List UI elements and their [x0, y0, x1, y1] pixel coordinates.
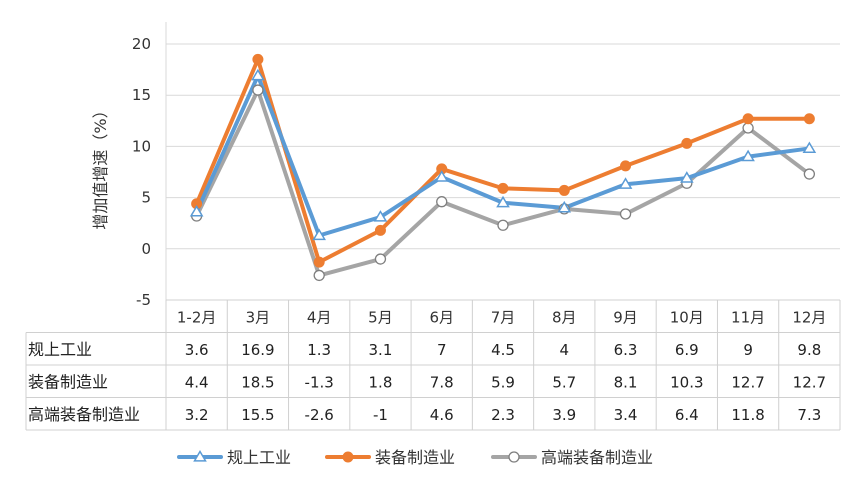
legend-label: 装备制造业 — [375, 448, 455, 467]
data-label: 4 — [559, 341, 569, 359]
data-point — [742, 113, 754, 125]
data-label: 15.5 — [241, 406, 274, 424]
data-label: 5.9 — [491, 373, 515, 391]
data-point — [803, 113, 815, 125]
category-label: 3月 — [246, 308, 271, 326]
category-label: 5月 — [368, 308, 393, 326]
data-label: 3.4 — [614, 406, 638, 424]
y-tick-label: 10 — [132, 137, 151, 155]
data-label: 7 — [437, 341, 447, 359]
data-point — [434, 170, 449, 182]
data-point — [497, 182, 509, 194]
data-point — [558, 184, 570, 196]
series-lines — [189, 53, 817, 282]
data-point — [189, 204, 204, 217]
legend-marker — [342, 451, 354, 463]
y-tick-label: 5 — [141, 189, 151, 207]
data-point — [803, 168, 816, 180]
data-label: 18.5 — [241, 373, 274, 391]
category-label: 6月 — [429, 308, 454, 326]
data-point — [496, 195, 510, 208]
data-point — [436, 196, 448, 208]
data-label: -2.6 — [305, 406, 334, 424]
data-label: 10.3 — [670, 373, 703, 391]
category-label: 11月 — [731, 308, 765, 326]
data-label: 12.7 — [731, 373, 764, 391]
data-label: 1.3 — [307, 341, 331, 359]
data-label: 4.5 — [491, 341, 515, 359]
category-label: 9月 — [613, 308, 638, 326]
data-point — [313, 269, 325, 282]
data-label: 5.7 — [552, 373, 576, 391]
data-label: 16.9 — [241, 341, 274, 359]
data-label: 3.6 — [185, 341, 209, 359]
data-label: 11.8 — [731, 406, 764, 424]
legend-marker — [193, 450, 207, 462]
table-series-label: 高端装备制造业 — [28, 405, 140, 424]
data-point — [742, 122, 754, 134]
data-point — [557, 200, 572, 213]
data-label: 3.1 — [369, 341, 393, 359]
data-label: 1.8 — [369, 373, 393, 391]
data-point — [618, 177, 633, 189]
data-point — [373, 210, 388, 222]
data-point — [252, 84, 264, 96]
data-label: 6.3 — [614, 341, 638, 359]
category-label: 10月 — [670, 308, 704, 326]
data-label: 3.9 — [552, 406, 576, 424]
data-point — [681, 137, 693, 149]
data-point — [312, 228, 326, 241]
table-series-label: 规上工业 — [28, 340, 92, 359]
data-point — [497, 219, 509, 231]
y-axis-ticks: -5 0 5 10 15 20 — [132, 35, 151, 309]
data-point — [251, 68, 265, 81]
data-point — [680, 171, 694, 183]
data-point — [741, 149, 755, 162]
category-label: 4月 — [307, 308, 332, 326]
data-label: 7.8 — [430, 373, 454, 391]
y-tick-label: 0 — [141, 240, 151, 258]
category-label: 8月 — [552, 308, 577, 326]
data-label: 9.8 — [797, 341, 821, 359]
data-point — [374, 224, 386, 236]
data-point — [252, 53, 264, 65]
y-tick-label: 20 — [132, 35, 151, 53]
legend-label: 规上工业 — [227, 448, 291, 467]
category-label: 7月 — [491, 308, 516, 326]
data-point — [619, 208, 632, 220]
series-line — [194, 88, 812, 278]
data-label: 9 — [743, 341, 753, 359]
data-label: 4.6 — [430, 406, 454, 424]
category-label: 1-2月 — [177, 308, 217, 326]
data-label: 6.4 — [675, 406, 699, 424]
y-axis-label: 增加值增速（%） — [91, 102, 110, 229]
data-point — [802, 141, 817, 154]
data-label: 2.3 — [491, 406, 515, 424]
data-label: 4.4 — [185, 373, 209, 391]
data-label: -1.3 — [305, 373, 334, 391]
y-tick-label: -5 — [136, 291, 151, 309]
category-label: 12月 — [792, 308, 826, 326]
data-point — [374, 253, 387, 265]
data-point — [620, 160, 632, 172]
legend: 规上工业 装备制造业 高端装备制造业 — [177, 448, 653, 467]
data-point — [313, 256, 325, 268]
y-tick-label: 15 — [132, 86, 151, 104]
data-label: 6.9 — [675, 341, 699, 359]
table-series-label: 装备制造业 — [28, 372, 108, 391]
data-label: 3.2 — [185, 406, 209, 424]
legend-label: 高端装备制造业 — [541, 448, 653, 467]
data-label: 12.7 — [793, 373, 826, 391]
data-label: 7.3 — [797, 406, 821, 424]
data-label: 8.1 — [614, 373, 638, 391]
data-label: -1 — [373, 406, 388, 424]
legend-marker — [508, 451, 520, 463]
